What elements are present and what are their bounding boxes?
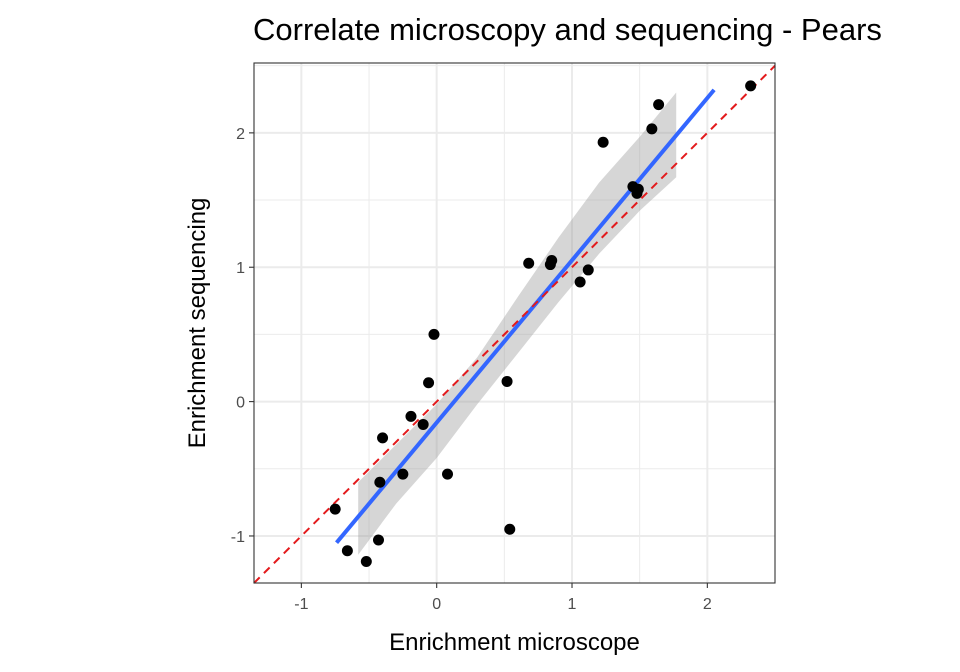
y-tick-label: 0 bbox=[236, 395, 245, 412]
data-point bbox=[397, 468, 409, 480]
data-point bbox=[417, 418, 429, 430]
identity-line-group bbox=[253, 64, 776, 584]
data-point bbox=[329, 503, 341, 515]
data-point bbox=[504, 523, 516, 535]
data-point bbox=[360, 556, 372, 568]
data-point bbox=[523, 257, 535, 269]
data-point bbox=[632, 183, 644, 195]
y-tick-label: 1 bbox=[236, 260, 245, 277]
x-tick-label: 2 bbox=[703, 596, 712, 613]
data-point bbox=[374, 476, 386, 488]
data-point bbox=[405, 410, 417, 422]
x-tick-label: 0 bbox=[432, 596, 441, 613]
y-axis-title: Enrichment sequencing bbox=[184, 198, 211, 449]
axis-ticks: -1 0 1 2 -1 0 1 2 bbox=[231, 126, 712, 613]
identity-line bbox=[253, 64, 776, 584]
chart-title: Correlate microscopy and sequencing - Pe… bbox=[253, 12, 882, 47]
data-point bbox=[377, 432, 389, 444]
plot-panel-border bbox=[253, 62, 776, 584]
data-point bbox=[372, 534, 384, 546]
data-point bbox=[646, 123, 658, 135]
data-point bbox=[546, 255, 558, 267]
data-point bbox=[341, 545, 353, 557]
data-point bbox=[574, 276, 586, 288]
grid-lines bbox=[254, 63, 775, 583]
x-tick-label: 1 bbox=[568, 596, 577, 613]
data-point bbox=[582, 264, 594, 276]
data-point bbox=[423, 377, 435, 389]
data-point bbox=[501, 375, 513, 387]
y-tick-label: 2 bbox=[236, 126, 245, 143]
data-points bbox=[329, 80, 757, 568]
x-axis-title: Enrichment microscope bbox=[389, 629, 640, 656]
regression-line bbox=[335, 88, 716, 544]
data-point bbox=[442, 468, 454, 480]
y-tick-label: -1 bbox=[231, 529, 245, 546]
regression-line-group bbox=[335, 88, 716, 544]
data-point bbox=[597, 136, 609, 148]
data-point bbox=[428, 328, 440, 340]
data-point bbox=[653, 99, 665, 111]
data-point bbox=[745, 80, 757, 92]
x-tick-label: -1 bbox=[294, 596, 308, 613]
